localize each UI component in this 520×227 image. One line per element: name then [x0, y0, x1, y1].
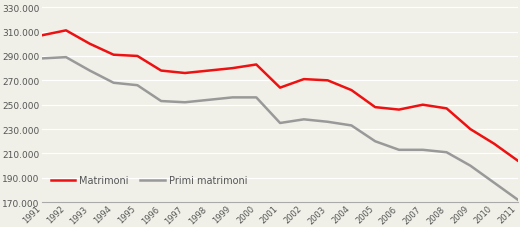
Primi matrimoni — [515, 199, 520, 201]
Matrimoni — [372, 106, 379, 109]
Line: Primi matrimoni: Primi matrimoni — [42, 58, 518, 200]
Primi matrimoni — [467, 165, 474, 167]
Primi matrimoni — [444, 151, 450, 154]
Matrimoni — [396, 109, 402, 111]
Primi matrimoni — [205, 99, 212, 102]
Primi matrimoni — [372, 140, 379, 143]
Primi matrimoni — [158, 100, 164, 103]
Matrimoni — [205, 70, 212, 73]
Primi matrimoni — [491, 182, 497, 184]
Matrimoni — [87, 43, 93, 46]
Primi matrimoni — [182, 101, 188, 104]
Matrimoni — [229, 67, 236, 70]
Matrimoni — [253, 64, 259, 67]
Primi matrimoni — [229, 97, 236, 99]
Matrimoni — [110, 54, 116, 57]
Matrimoni — [467, 128, 474, 131]
Primi matrimoni — [348, 125, 355, 127]
Legend: Matrimoni, Primi matrimoni: Matrimoni, Primi matrimoni — [47, 172, 251, 190]
Matrimoni — [348, 89, 355, 92]
Matrimoni — [301, 78, 307, 81]
Matrimoni — [491, 143, 497, 146]
Primi matrimoni — [63, 57, 69, 59]
Matrimoni — [39, 35, 45, 37]
Primi matrimoni — [87, 70, 93, 73]
Primi matrimoni — [420, 149, 426, 151]
Primi matrimoni — [301, 118, 307, 121]
Matrimoni — [63, 30, 69, 32]
Primi matrimoni — [324, 121, 331, 123]
Matrimoni — [420, 104, 426, 107]
Line: Matrimoni: Matrimoni — [42, 31, 518, 161]
Primi matrimoni — [253, 97, 259, 99]
Matrimoni — [134, 55, 140, 58]
Primi matrimoni — [396, 149, 402, 151]
Matrimoni — [324, 80, 331, 82]
Matrimoni — [182, 72, 188, 75]
Matrimoni — [158, 70, 164, 73]
Primi matrimoni — [39, 58, 45, 60]
Matrimoni — [444, 108, 450, 110]
Matrimoni — [515, 160, 520, 163]
Primi matrimoni — [277, 122, 283, 125]
Primi matrimoni — [110, 82, 116, 85]
Primi matrimoni — [134, 84, 140, 87]
Matrimoni — [277, 87, 283, 90]
